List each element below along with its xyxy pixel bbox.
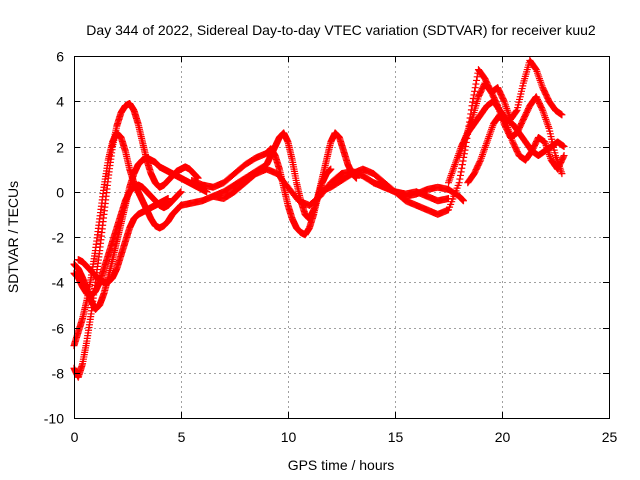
- data-point: [558, 111, 566, 119]
- y-tick-label: 0: [56, 185, 64, 201]
- data-point: [560, 152, 568, 160]
- data-point: [559, 153, 567, 161]
- data-point: [460, 153, 468, 161]
- data-point: [327, 165, 335, 173]
- series-satellite-track-13: [464, 111, 568, 187]
- data-points: [70, 57, 568, 381]
- x-tick-label: 10: [281, 429, 297, 445]
- y-tick-label: -4: [52, 275, 65, 291]
- x-tick-label: 5: [178, 429, 186, 445]
- data-point: [472, 80, 480, 88]
- data-point: [459, 197, 467, 205]
- data-point: [164, 195, 172, 203]
- data-point: [469, 98, 477, 106]
- data-point: [558, 170, 566, 178]
- y-tick-label: -8: [52, 366, 65, 382]
- y-axis-label: SDTVAR / TECUs: [5, 181, 21, 293]
- tick-labels: 0 5 10 15 20 25 -10 -8 -6 -4 -2 0 2 4 6: [44, 49, 618, 446]
- y-tick-label: 4: [56, 94, 64, 110]
- x-tick-label: 20: [495, 429, 511, 445]
- data-point: [459, 157, 467, 165]
- data-point: [458, 164, 466, 172]
- data-point: [455, 179, 463, 187]
- data-point: [499, 96, 507, 104]
- data-point: [456, 175, 464, 183]
- y-tick-label: 2: [56, 140, 64, 156]
- data-point: [560, 143, 568, 150]
- x-tick-label: 15: [388, 429, 404, 445]
- data-point: [203, 188, 211, 196]
- series-satellite-track-5: [74, 195, 172, 286]
- y-tick-label: -2: [52, 230, 65, 246]
- x-axis-label: GPS time / hours: [288, 457, 395, 473]
- data-point: [493, 100, 501, 108]
- data-point: [473, 76, 481, 84]
- data-point: [473, 73, 481, 81]
- y-tick-label: -10: [44, 411, 64, 427]
- y-tick-label: -6: [52, 321, 65, 337]
- x-tick-label: 0: [71, 429, 79, 445]
- data-point: [512, 107, 520, 115]
- data-point: [476, 157, 484, 165]
- axis-ticks: [74, 56, 610, 419]
- chart-title: Day 344 of 2022, Sidereal Day-to-day VTE…: [86, 22, 596, 38]
- data-point: [538, 105, 546, 113]
- data-point: [177, 188, 185, 196]
- series-satellite-track-8: [209, 165, 452, 209]
- data-point: [458, 161, 466, 169]
- data-point: [471, 84, 479, 92]
- data-point: [471, 87, 479, 95]
- y-tick-label: 6: [56, 49, 64, 65]
- data-point: [456, 171, 464, 179]
- series-satellite-track-2: [70, 100, 202, 381]
- x-tick-label: 25: [602, 429, 618, 445]
- data-point: [457, 168, 465, 176]
